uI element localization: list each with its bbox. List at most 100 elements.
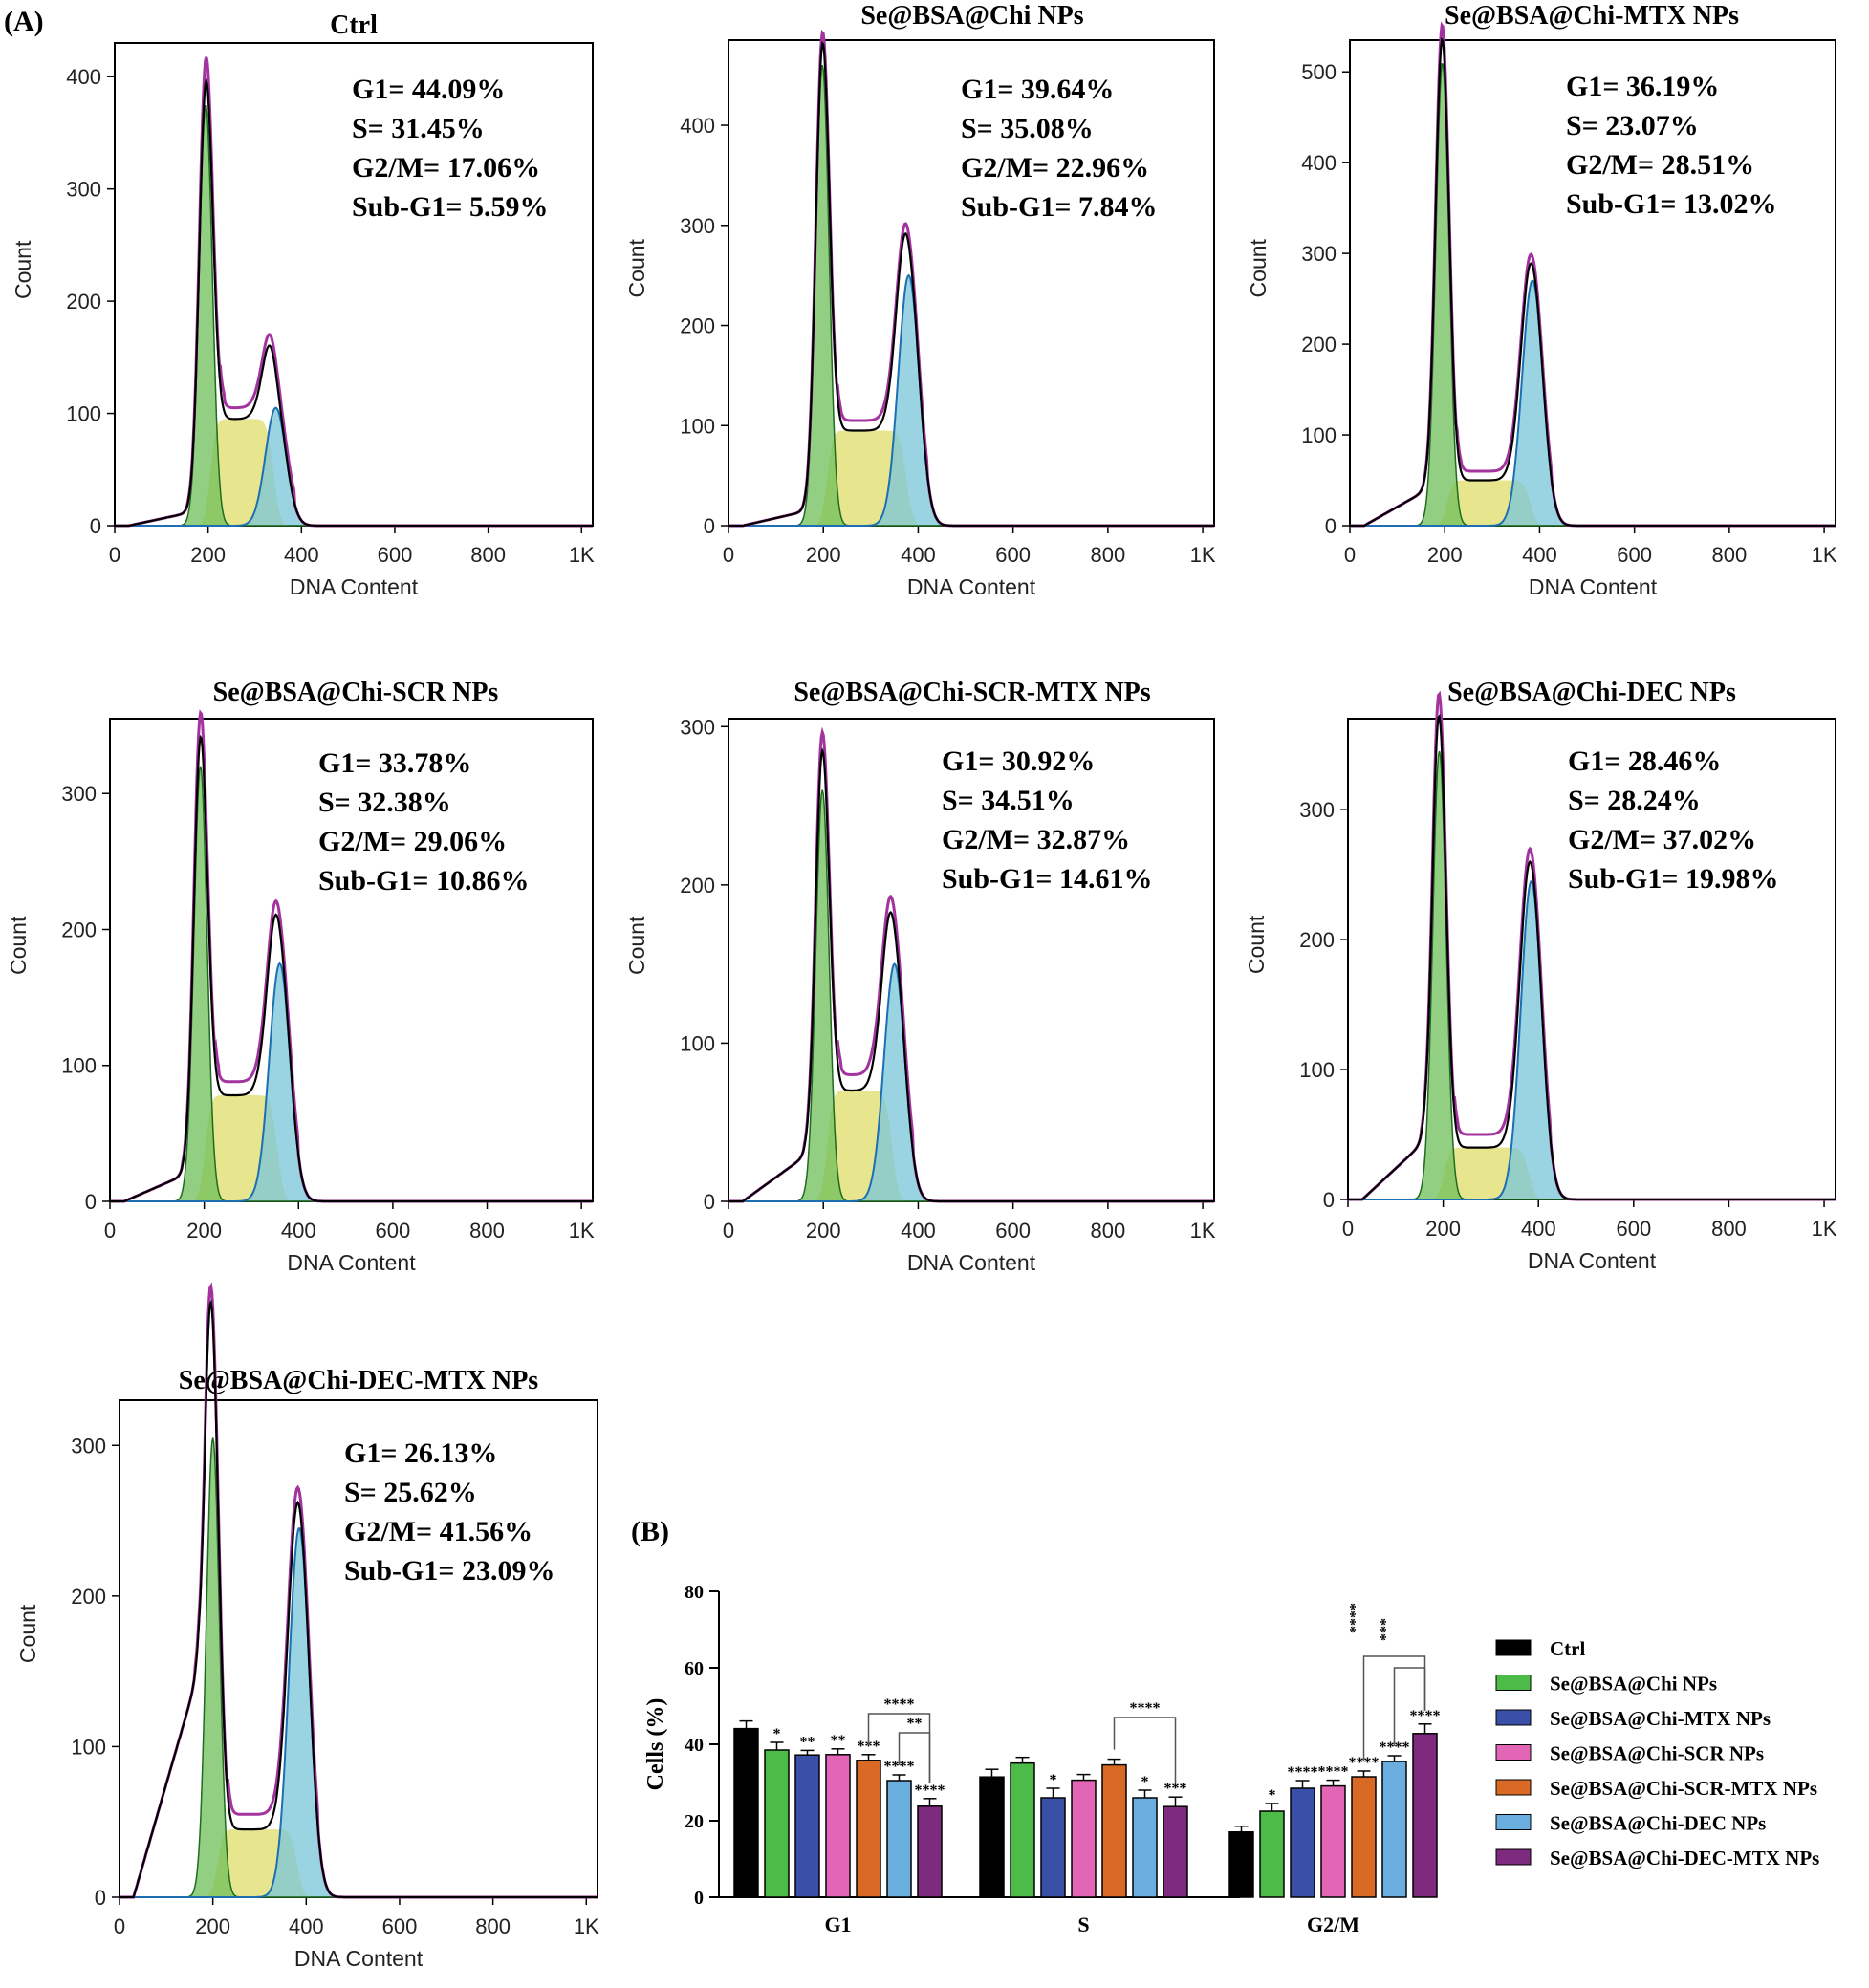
panel-a-label: (A) — [4, 6, 44, 37]
chart-title: Se@BSA@Chi-SCR-MTX NPs — [793, 678, 1150, 707]
bar-s-4 — [1101, 1763, 1127, 1898]
stat-label: G1= 36.19% — [1566, 71, 1719, 102]
x-tick-label: 800 — [1091, 543, 1126, 567]
stat-label: G2/M= 41.56% — [344, 1516, 532, 1547]
area-g1-phase — [1348, 751, 1836, 1199]
histogram-2: Se@BSA@Chi NPs 0 200 400 600 800 1K 0 100 200 300 4… — [624, 1, 1216, 599]
stat-label: S= 32.38% — [318, 787, 451, 818]
y-tick-label: 100 — [1299, 1058, 1335, 1082]
bar-g1-1 — [764, 1749, 790, 1898]
x-tick-label: 800 — [1091, 1219, 1126, 1242]
legend-swatch — [1495, 1709, 1532, 1726]
y-tick-label: 100 — [66, 402, 101, 426]
significance-label: **** — [1288, 1764, 1318, 1781]
bar-s-1 — [1010, 1761, 1035, 1898]
significance-label: * — [1141, 1774, 1149, 1790]
y-axis-label: Count — [1246, 238, 1271, 297]
legend-swatch — [1495, 1675, 1532, 1691]
bar-g1-0 — [733, 1727, 759, 1898]
bracket-label: **** — [1130, 1700, 1161, 1717]
bar-g2m-0 — [1228, 1831, 1254, 1898]
area-s-phase — [1348, 1147, 1836, 1199]
y-tick-label: 500 — [1301, 60, 1337, 84]
bar-g2m-1 — [1259, 1810, 1285, 1898]
y-tick-label: 0 — [1325, 514, 1337, 538]
x-tick-label: 1K — [574, 1914, 599, 1938]
significance-bracket — [1393, 1667, 1426, 1746]
legend-swatch — [1495, 1814, 1532, 1830]
chart-title: Se@BSA@Chi-MTX NPs — [1445, 1, 1739, 31]
x-tick-label: 600 — [382, 1914, 418, 1938]
x-tick-label: 400 — [1522, 543, 1557, 567]
y-tick-label: 200 — [61, 918, 97, 941]
y-tick-label: 0 — [704, 1190, 715, 1214]
y-tick-label: 80 — [685, 1582, 704, 1603]
category-label: G2/M — [1307, 1912, 1359, 1936]
x-tick-label: 800 — [475, 1914, 511, 1938]
raw-histogram-line — [1350, 36, 1836, 528]
chart-title: Se@BSA@Chi-SCR NPs — [213, 678, 499, 707]
chart-title: Se@BSA@Chi-DEC NPs — [1447, 678, 1736, 707]
area-s-phase — [1350, 480, 1836, 526]
stat-label: G1= 39.64% — [961, 74, 1114, 105]
chart-title: Se@BSA@Chi NPs — [860, 1, 1083, 31]
x-tick-label: 200 — [190, 543, 226, 567]
y-tick-label: 300 — [71, 1434, 106, 1458]
x-tick-label: 800 — [1711, 1217, 1747, 1241]
significance-label: *** — [858, 1739, 880, 1755]
x-tick-label: 600 — [1617, 543, 1652, 567]
y-tick-label: 200 — [680, 874, 715, 897]
bracket-label: **** — [884, 1696, 915, 1713]
stat-label: S= 25.62% — [344, 1477, 477, 1508]
x-tick-label: 800 — [470, 543, 506, 567]
y-tick-label: 100 — [680, 414, 715, 438]
x-tick-label: 600 — [1616, 1217, 1651, 1241]
bar-s-0 — [979, 1776, 1005, 1898]
x-tick-label: 0 — [104, 1219, 116, 1242]
significance-label: * — [1050, 1772, 1057, 1788]
x-tick-label: 1K — [569, 1219, 595, 1242]
x-axis-label: DNA Content — [907, 1250, 1036, 1275]
y-tick-label: 200 — [680, 314, 715, 338]
y-tick-label: 100 — [71, 1735, 106, 1759]
x-tick-label: 400 — [901, 543, 936, 567]
stat-label: G1= 44.09% — [352, 74, 505, 105]
x-tick-label: 400 — [284, 543, 319, 567]
bracket-label: ** — [907, 1716, 923, 1732]
raw-histogram-line — [728, 746, 1214, 1203]
significance-label: **** — [1380, 1740, 1410, 1756]
significance-label: * — [1269, 1787, 1276, 1804]
y-tick-label: 300 — [61, 782, 97, 806]
legend-swatch — [1495, 1779, 1532, 1796]
y-tick-label: 400 — [66, 65, 101, 89]
significance-label: *** — [1164, 1781, 1187, 1797]
x-axis-label: DNA Content — [294, 1946, 424, 1971]
x-tick-label: 200 — [1425, 1217, 1461, 1241]
x-tick-label: 1K — [1190, 543, 1216, 567]
area-g1-phase — [120, 1438, 598, 1897]
bar-g2m-4 — [1351, 1776, 1377, 1898]
y-axis-label: Cells (%) — [643, 1698, 668, 1791]
bar-g2m-6 — [1412, 1733, 1438, 1898]
stat-label: Sub-G1= 23.09% — [344, 1555, 554, 1587]
raw-histogram-line — [728, 40, 1214, 528]
y-axis-label: Count — [624, 238, 649, 297]
legend-label: Se@BSA@Chi-DEC-MTX NPs — [1550, 1847, 1819, 1869]
stat-label: S= 34.51% — [942, 785, 1075, 816]
bar-s-3 — [1071, 1779, 1097, 1898]
stat-label: G2/M= 29.06% — [318, 826, 507, 857]
x-axis-label: DNA Content — [287, 1250, 416, 1275]
legend-swatch — [1495, 1744, 1532, 1761]
y-axis-label: Count — [11, 240, 35, 299]
significance-label: **** — [1318, 1764, 1349, 1781]
stat-label: G1= 33.78% — [318, 747, 471, 779]
y-tick-label: 200 — [1299, 928, 1335, 952]
legend-label: Se@BSA@Chi NPs — [1550, 1673, 1717, 1696]
legend-label: Se@BSA@Chi-SCR NPs — [1550, 1742, 1764, 1765]
x-axis-label: DNA Content — [1529, 574, 1658, 599]
x-tick-label: 1K — [1190, 1219, 1216, 1242]
y-tick-label: 40 — [685, 1735, 704, 1756]
x-tick-label: 1K — [1812, 543, 1837, 567]
chart-title: Ctrl — [330, 11, 378, 40]
